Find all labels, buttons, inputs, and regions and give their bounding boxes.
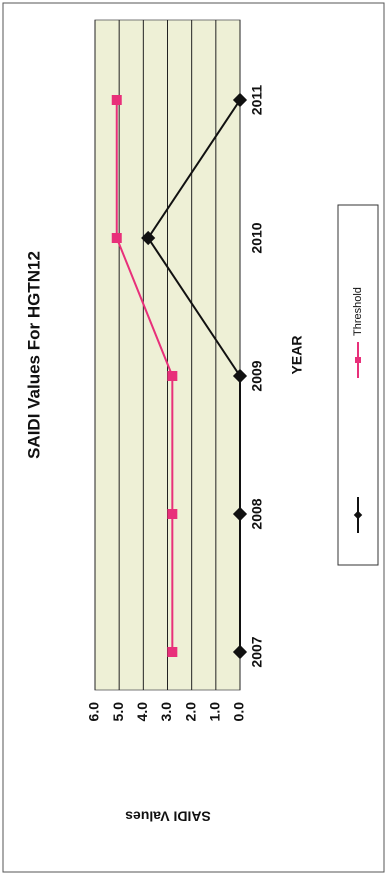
y-tick-label: 4.0: [134, 702, 150, 722]
point: [232, 644, 248, 660]
point: [167, 371, 178, 381]
chart-body: SAIDI Values For HGTN12 YEAR SAIDI Value…: [24, 19, 379, 824]
point: [111, 95, 122, 105]
point: [111, 233, 122, 243]
y-axis-title: SAIDI Values: [125, 808, 211, 824]
y-tick-label: 2.0: [182, 702, 198, 722]
point: [141, 230, 156, 246]
legend-marker: [353, 510, 363, 520]
x-tick-label: 2010: [249, 222, 265, 253]
y-tick-label: 0.0: [231, 702, 247, 722]
y-tick-label: 5.0: [110, 702, 126, 722]
x-tick-label: 2011: [249, 85, 265, 116]
x-tick-label: 2007: [249, 636, 265, 667]
chart-title: SAIDI Values For HGTN12: [24, 251, 43, 459]
point: [167, 647, 178, 657]
x-axis-title: YEAR: [289, 336, 305, 375]
legend-marker: [355, 357, 361, 363]
legend-box: [337, 204, 379, 566]
point: [167, 509, 178, 519]
legend-label: Threshold: [352, 287, 364, 336]
x-tick-label: 2008: [249, 498, 265, 529]
point: [232, 368, 248, 384]
x-tick-label: 2009: [249, 360, 265, 391]
point: [232, 92, 248, 108]
y-tick-label: 3.0: [158, 702, 174, 722]
y-tick-label: 6.0: [86, 702, 102, 722]
point: [232, 506, 248, 522]
y-tick-label: 1.0: [207, 702, 223, 722]
